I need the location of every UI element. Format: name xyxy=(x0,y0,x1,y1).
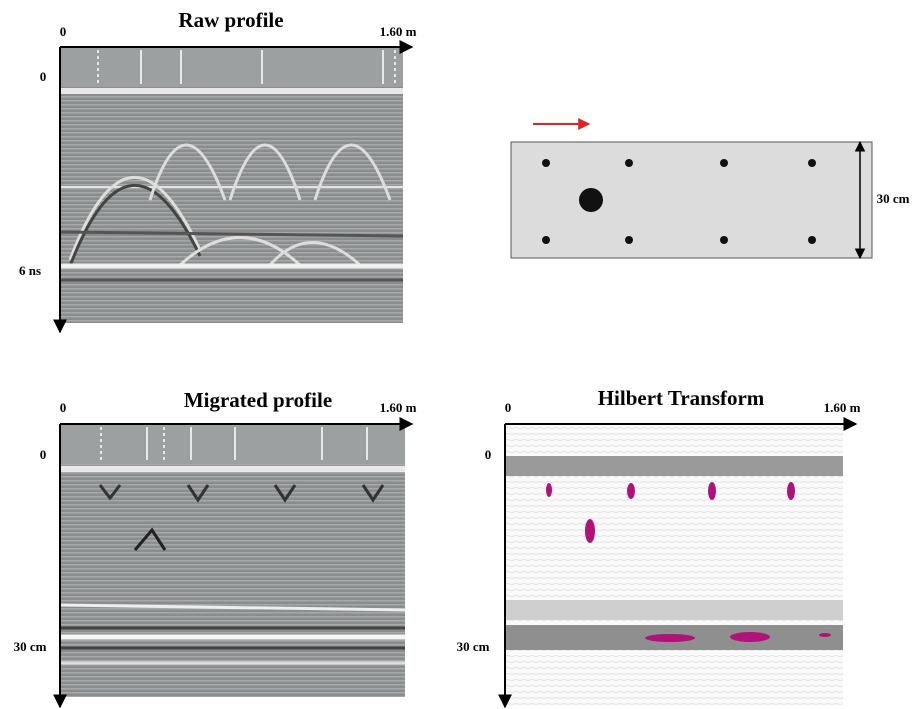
x-end: 1.60 m xyxy=(380,24,417,39)
hilbert-panel: Hilbert Transform 0 1.60 m 0 30 cm xyxy=(457,386,861,707)
x-end: 1.60 m xyxy=(380,400,417,415)
panel-title: Raw profile xyxy=(178,8,283,32)
y-end: 6 ns xyxy=(19,263,41,278)
migrated-profile-panel: Migrated profile 0 1.60 m 0 30 cm xyxy=(14,388,417,707)
x-start: 0 xyxy=(60,24,67,39)
y-end: 30 cm xyxy=(457,639,490,654)
x-end: 1.60 m xyxy=(824,400,861,415)
y-start: 0 xyxy=(485,447,492,462)
panel-title: Hilbert Transform xyxy=(598,386,765,410)
x-start: 0 xyxy=(505,400,512,415)
radargram xyxy=(60,424,405,697)
schematic: 30 cm xyxy=(511,124,910,258)
raw-profile-panel: Raw profile 0 1.60 m 0 6 ns xyxy=(19,8,417,332)
depth-label: 30 cm xyxy=(877,191,910,206)
panel-title: Migrated profile xyxy=(184,388,332,412)
figure: Raw profile 0 1.60 m 0 6 ns 30 cm Migrat… xyxy=(0,0,915,709)
y-end: 30 cm xyxy=(14,639,47,654)
y-start: 0 xyxy=(40,69,47,84)
x-start: 0 xyxy=(60,400,67,415)
y-start: 0 xyxy=(40,447,47,462)
